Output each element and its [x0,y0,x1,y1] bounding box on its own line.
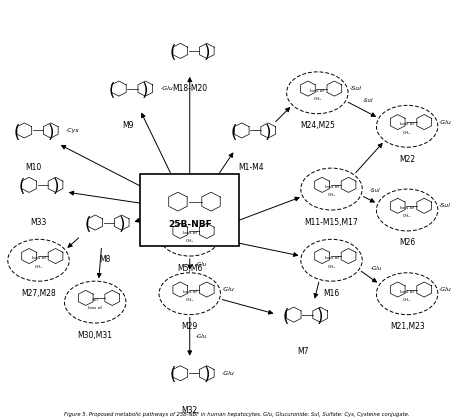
Ellipse shape [301,168,362,210]
Text: M26: M26 [399,239,415,247]
Ellipse shape [301,239,362,281]
Ellipse shape [376,273,438,315]
Text: -Glu: -Glu [371,266,383,271]
Text: (: ( [231,123,237,142]
Text: M29: M29 [182,322,198,331]
Text: loss of: loss of [400,206,414,210]
FancyBboxPatch shape [140,174,239,246]
Text: -Sul: -Sul [439,203,451,208]
Text: ): ) [203,44,210,62]
Ellipse shape [64,281,126,323]
Text: ): ) [317,308,323,326]
Text: -Glu: -Glu [439,120,452,125]
Text: M27,M28: M27,M28 [21,289,56,298]
Text: M5,M6: M5,M6 [177,264,202,273]
Text: M11-M15,M17: M11-M15,M17 [305,218,358,226]
Text: -Cys: -Cys [66,128,79,133]
Text: CH₃: CH₃ [35,265,43,268]
Text: M32: M32 [182,406,198,415]
Text: M24,M25: M24,M25 [300,121,335,130]
Text: M10: M10 [26,163,42,172]
Text: loss of: loss of [183,290,197,294]
Text: (: ( [14,123,20,142]
Text: -Sul: -Sul [370,188,380,193]
Text: (: ( [170,366,176,384]
Text: Figure 5. Proposed metabolic pathways of 25B-NBF in human hepatocytes. Glu, Gluc: Figure 5. Proposed metabolic pathways of… [64,412,410,417]
Ellipse shape [159,214,220,256]
Text: loss of: loss of [310,89,324,93]
Text: loss of: loss of [183,231,197,235]
Text: -Glu: -Glu [196,334,207,339]
Text: CH₃: CH₃ [328,265,336,268]
Text: loss of: loss of [31,256,46,260]
Text: ): ) [142,82,148,100]
Text: M18-M20: M18-M20 [172,84,207,92]
Text: ): ) [203,366,210,384]
Ellipse shape [376,105,438,147]
Text: CH₃: CH₃ [403,131,411,134]
Text: loss of: loss of [325,256,338,260]
Text: ): ) [265,123,271,142]
Text: -Sul: -Sul [349,86,361,91]
Text: (: ( [170,44,176,62]
Text: CH₃: CH₃ [403,214,411,218]
Text: loss of: loss of [400,122,414,126]
Text: loss of: loss of [400,290,414,294]
Text: M8: M8 [99,255,110,264]
Text: CH₃: CH₃ [403,298,411,302]
Text: M33: M33 [30,218,47,226]
Text: M9: M9 [123,121,134,130]
Ellipse shape [8,239,69,281]
Text: CH₃: CH₃ [313,97,321,101]
Text: (: ( [283,308,290,326]
Text: M21,M23: M21,M23 [390,322,425,331]
Text: -Glu: -Glu [439,287,452,292]
Text: (: ( [108,82,115,100]
Text: -Glu: -Glu [160,86,173,91]
Text: -Glu: -Glu [222,287,235,292]
Text: -Glu: -Glu [222,371,235,376]
Text: M16: M16 [323,289,340,298]
Text: ): ) [47,123,54,142]
Text: -Sul: -Sul [363,98,374,103]
Ellipse shape [376,189,438,231]
Text: 25B-NBF: 25B-NBF [168,220,211,229]
Text: -Glu: -Glu [196,262,207,267]
Text: M22: M22 [399,155,415,164]
Text: M1-M4: M1-M4 [238,163,264,172]
Ellipse shape [159,273,220,315]
Text: (: ( [18,178,25,196]
Text: ): ) [118,215,125,234]
Text: ): ) [52,178,59,196]
Text: (: ( [84,215,91,234]
Ellipse shape [287,72,348,114]
Text: CH₃: CH₃ [328,193,336,197]
Text: Sul: Sul [92,298,99,302]
Text: M7: M7 [297,347,309,356]
Text: loss of: loss of [325,185,338,189]
Text: CH₃: CH₃ [186,239,194,244]
Text: CH₃: CH₃ [186,298,194,302]
Text: loss of: loss of [88,306,102,310]
Text: M30,M31: M30,M31 [78,331,113,339]
